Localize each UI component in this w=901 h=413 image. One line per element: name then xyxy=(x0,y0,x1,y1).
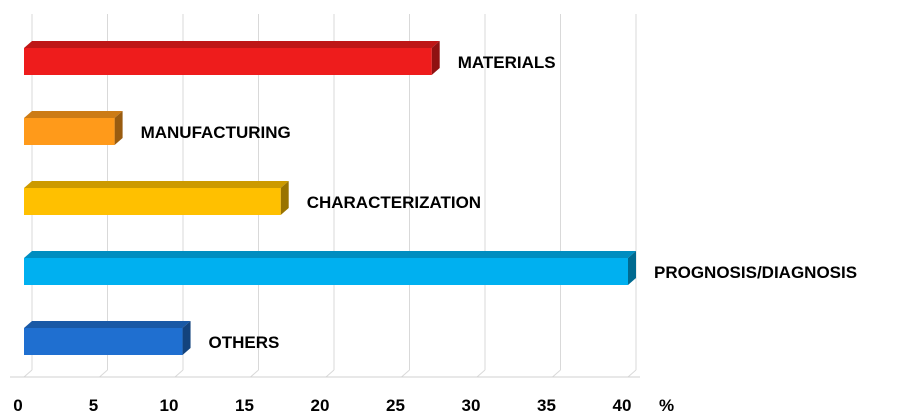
gridline-floor xyxy=(250,369,259,378)
bar-top-face xyxy=(24,181,289,188)
bar-top-face xyxy=(24,321,191,328)
bar xyxy=(24,251,636,285)
bar-front-face xyxy=(24,118,115,145)
category-label: CHARACTERIZATION xyxy=(307,193,481,212)
bar xyxy=(24,111,123,145)
bar-side-face xyxy=(280,181,289,215)
bar-front-face xyxy=(24,48,432,75)
x-tick-label: 20 xyxy=(311,396,330,413)
gridline-floor xyxy=(401,369,410,378)
bar xyxy=(24,41,440,75)
category-label: MANUFACTURING xyxy=(141,123,291,142)
gridline-floor xyxy=(627,369,637,378)
bar-top-face xyxy=(24,41,440,48)
x-tick-label: 15 xyxy=(235,396,254,413)
category-label: OTHERS xyxy=(209,333,280,352)
x-tick-labels: 0 5 10 15 20 25 30 35 40 xyxy=(13,396,631,413)
bar-front-face xyxy=(24,188,281,215)
gridline-floor xyxy=(325,369,335,378)
category-label: PROGNOSIS/DIAGNOSIS xyxy=(654,263,857,282)
x-tick-label: 30 xyxy=(462,396,481,413)
x-tick-label: 5 xyxy=(89,396,98,413)
gridline-floor xyxy=(552,369,561,378)
x-tick-label: 10 xyxy=(160,396,179,413)
x-tick-label: 40 xyxy=(613,396,632,413)
bars xyxy=(24,41,636,355)
category-labels: MATERIALS MANUFACTURING CHARACTERIZATION PR… xyxy=(141,53,857,352)
bar-front-face xyxy=(24,258,628,285)
bar-side-face xyxy=(182,321,191,355)
bar-side-face xyxy=(431,41,440,75)
category-label: MATERIALS xyxy=(458,53,556,72)
gridline-floor xyxy=(174,369,184,378)
bar-front-face xyxy=(24,328,183,355)
x-unit-label: % xyxy=(659,396,674,413)
bar-top-face xyxy=(24,111,123,118)
gridline-floor xyxy=(476,369,486,378)
bar xyxy=(24,321,191,355)
gridline-floor xyxy=(99,369,108,378)
x-tick-label: 25 xyxy=(386,396,405,413)
x-tick-label: 35 xyxy=(537,396,556,413)
x-tick-label: 0 xyxy=(13,396,22,413)
gridline-floor xyxy=(23,369,33,378)
bar xyxy=(24,181,289,215)
bar-side-face xyxy=(628,251,636,285)
bar-top-face xyxy=(24,251,636,258)
bar-side-face xyxy=(114,111,123,145)
